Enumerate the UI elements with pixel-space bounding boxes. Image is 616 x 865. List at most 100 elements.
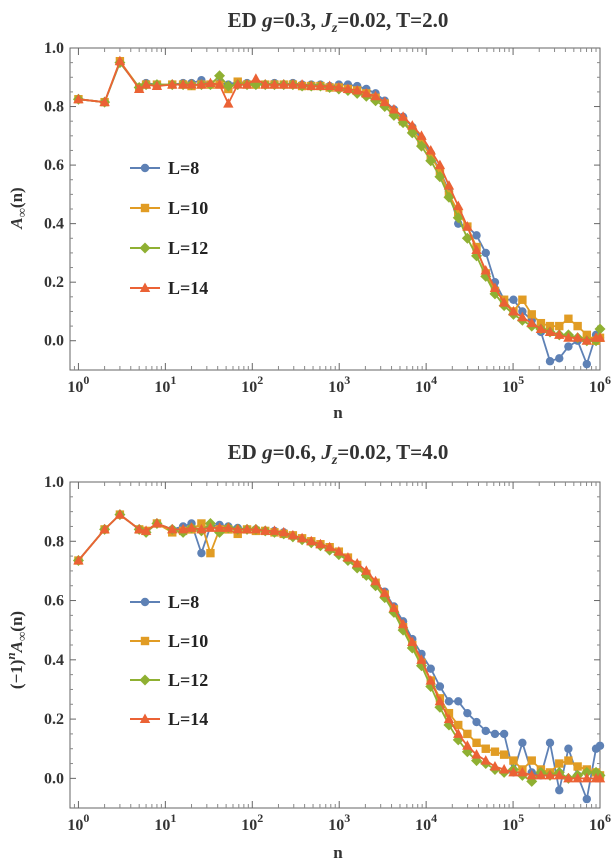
legend-label: L=14 (168, 709, 208, 729)
data-point (315, 80, 326, 91)
legend-label: L=10 (168, 198, 208, 218)
legend-entry: L=10 (130, 631, 208, 651)
legend-label: L=10 (168, 631, 208, 651)
data-point (499, 729, 509, 739)
data-point (472, 738, 481, 747)
x-tick-label: 102 (241, 811, 263, 834)
data-point (324, 541, 335, 552)
data-point (406, 127, 418, 139)
y-tick-label: 0.6 (44, 157, 64, 174)
y-tick-label: 0.8 (44, 533, 64, 550)
data-point (595, 741, 605, 750)
data-point (555, 786, 564, 795)
data-point (481, 726, 490, 736)
data-point (443, 713, 455, 724)
data-point (508, 766, 519, 777)
y-tick-label: 1.0 (44, 40, 64, 57)
data-point (416, 130, 427, 140)
data-point (545, 738, 555, 747)
data-point (425, 144, 436, 155)
data-point (241, 79, 253, 89)
x-tick-label: 101 (154, 373, 176, 396)
x-tick-label: 102 (241, 373, 263, 396)
data-point (388, 602, 400, 612)
data-point (333, 546, 345, 556)
data-point (582, 330, 592, 340)
data-point (73, 93, 84, 104)
data-point (462, 221, 473, 231)
data-point (594, 332, 606, 342)
data-point (370, 575, 381, 586)
data-point (260, 79, 271, 89)
data-point (472, 231, 481, 240)
data-point (517, 311, 528, 322)
legend-entry: L=14 (130, 278, 208, 298)
data-point (205, 522, 216, 532)
data-point (443, 180, 455, 190)
x-axis-label-2: n (333, 843, 343, 862)
data-point (582, 794, 592, 804)
data-point (140, 525, 152, 535)
data-point (454, 207, 463, 217)
legend-entry: L=14 (130, 709, 208, 729)
data-point (581, 335, 593, 345)
legend-label: L=12 (168, 238, 208, 258)
data-point (278, 79, 289, 89)
data-point (397, 111, 409, 121)
plot-area-2: 0.0 0.2 0.4 0.6 0.8 1.0 100 101 102 103 104 105 106 L… (44, 474, 611, 834)
legend-label: L=12 (168, 670, 208, 690)
data-point (324, 80, 335, 91)
data-point (526, 317, 537, 328)
data-point (407, 636, 418, 647)
data-point (454, 697, 463, 706)
data-point (573, 762, 582, 771)
x-tick-label: 104 (415, 373, 437, 396)
data-point (453, 200, 464, 211)
data-point (594, 323, 606, 335)
data-point (250, 73, 262, 83)
data-point (564, 756, 573, 765)
data-point (205, 77, 216, 88)
data-point (453, 728, 464, 738)
data-point (527, 756, 536, 765)
x-axis-label-1: n (333, 403, 343, 422)
data-point (509, 756, 518, 765)
legend-label: L=14 (168, 278, 208, 298)
legend-marker (140, 203, 150, 213)
data-point (333, 82, 345, 92)
data-point (444, 697, 454, 706)
data-point (177, 523, 189, 534)
x-tick-label: 106 (589, 373, 611, 396)
data-point (471, 749, 482, 759)
y-tick-label: 0.0 (44, 333, 64, 350)
data-point (186, 522, 197, 532)
data-point (564, 744, 573, 753)
data-point (581, 766, 593, 778)
data-point (435, 682, 445, 691)
data-point (463, 729, 472, 739)
data-point (564, 314, 573, 323)
y-tick-label: 0.0 (44, 770, 64, 787)
data-point (361, 87, 372, 98)
data-point (463, 708, 472, 718)
data-point (416, 654, 427, 664)
data-point (489, 282, 501, 293)
data-point (99, 96, 110, 107)
data-point (444, 708, 454, 718)
data-point (296, 79, 308, 89)
data-point (490, 747, 500, 756)
y-tick-label: 0.4 (44, 652, 64, 669)
data-point (481, 744, 490, 753)
x-tick-label: 106 (589, 811, 611, 834)
data-point (232, 79, 243, 89)
data-point (260, 525, 271, 535)
data-point (434, 159, 446, 170)
legend-marker (139, 713, 151, 723)
data-point (196, 79, 207, 89)
data-point (287, 529, 299, 540)
data-point (73, 555, 84, 565)
legend-label: L=8 (168, 158, 199, 178)
data-point (151, 517, 163, 528)
data-point (594, 772, 606, 783)
data-point (151, 80, 163, 91)
